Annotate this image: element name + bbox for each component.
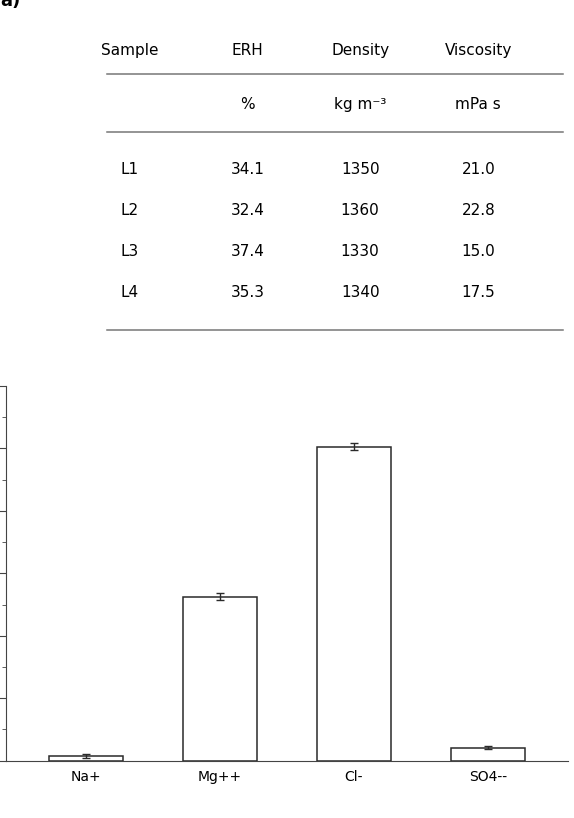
Text: 21.0: 21.0 (461, 162, 495, 178)
Text: 1350: 1350 (341, 162, 379, 178)
Bar (317, 447, 391, 761)
Text: 35.3: 35.3 (231, 285, 265, 300)
Text: 1330: 1330 (341, 244, 379, 259)
Text: 1340: 1340 (341, 285, 379, 300)
Text: %: % (241, 97, 255, 113)
Text: 22.8: 22.8 (461, 203, 495, 218)
Bar (183, 596, 257, 761)
Bar (49, 756, 123, 761)
Bar (451, 748, 525, 761)
Text: kg m⁻³: kg m⁻³ (334, 97, 386, 113)
Text: mPa s: mPa s (455, 97, 501, 113)
Text: L2: L2 (121, 203, 138, 218)
Text: 17.5: 17.5 (461, 285, 495, 300)
Text: 37.4: 37.4 (231, 244, 265, 259)
Text: Sample: Sample (101, 43, 158, 58)
Text: Viscosity: Viscosity (445, 43, 512, 58)
Text: ERH: ERH (232, 43, 263, 58)
Text: 15.0: 15.0 (461, 244, 495, 259)
Text: Density: Density (331, 43, 389, 58)
Text: L4: L4 (121, 285, 138, 300)
Text: 1360: 1360 (341, 203, 379, 218)
Text: a): a) (0, 0, 20, 10)
Text: L3: L3 (121, 244, 138, 259)
Text: 34.1: 34.1 (231, 162, 265, 178)
Text: L1: L1 (121, 162, 138, 178)
Text: 32.4: 32.4 (231, 203, 265, 218)
